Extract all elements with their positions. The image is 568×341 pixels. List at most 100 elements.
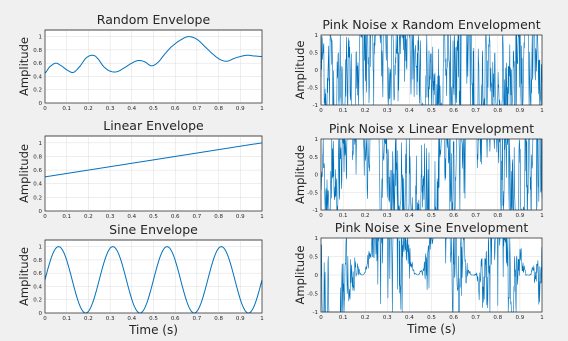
x-tick-label: 0.7 <box>471 213 480 219</box>
x-tick-label: 0.9 <box>516 315 525 321</box>
y-axis-label: Amplitude <box>293 145 307 204</box>
x-tick-label: 0.8 <box>214 106 223 112</box>
x-tick-label: 0.7 <box>193 106 202 112</box>
y-tick-label: 0.8 <box>33 154 42 160</box>
y-tick-label: 0.5 <box>309 255 318 261</box>
x-tick-label: 0.4 <box>127 214 136 220</box>
y-tick-label: 1 <box>315 33 319 39</box>
x-tick-label: 1 <box>540 213 544 219</box>
x-tick-label: 0.2 <box>361 315 370 321</box>
y-tick-label: 0.4 <box>33 74 42 80</box>
y-tick-label: -1 <box>313 208 318 214</box>
x-axis-label: Time (s) <box>128 323 178 337</box>
x-tick-label: 1 <box>260 316 264 322</box>
y-axis-label: Amplitude <box>17 144 31 203</box>
x-tick-label: 0.5 <box>149 316 158 322</box>
x-tick-label: 0.2 <box>84 106 93 112</box>
y-tick-label: 0 <box>315 68 319 74</box>
x-tick-label: 0.5 <box>427 108 436 114</box>
y-tick-label: 0.6 <box>33 61 42 67</box>
y-tick-label: 0.4 <box>33 182 42 188</box>
x-tick-label: 0.9 <box>236 316 245 322</box>
x-tick-label: 0.6 <box>171 214 180 220</box>
chart-title: Random Envelope <box>97 12 211 27</box>
x-tick-label: 0.2 <box>361 213 370 219</box>
x-tick-label: 0 <box>43 106 47 112</box>
y-tick-label: -0.5 <box>307 190 318 196</box>
x-tick-label: 0.3 <box>106 106 115 112</box>
x-tick-label: 0.1 <box>339 315 348 321</box>
x-tick-label: 0.2 <box>84 316 93 322</box>
y-axis-label: Amplitude <box>293 246 307 305</box>
x-tick-label: 1 <box>540 315 544 321</box>
x-tick-label: 0 <box>43 316 47 322</box>
plot-frame <box>44 239 263 314</box>
y-tick-label: 1 <box>39 35 43 41</box>
x-tick-label: 0.9 <box>236 214 245 220</box>
x-tick-label: 0.9 <box>516 108 525 114</box>
y-tick-label: 1 <box>315 137 319 143</box>
y-tick-label: 0 <box>39 101 43 107</box>
y-tick-label: 0 <box>39 209 43 215</box>
chart-title: Sine Envelope <box>109 222 198 237</box>
chart-random-envelope: 0 0.1 0.2 0.3 0.4 0.5 0.6 0.7 0.8 0.9 1 0 0.2 0.4 0.6 0… <box>17 12 264 112</box>
x-tick-label: 0.1 <box>62 106 71 112</box>
x-tick-label: 0 <box>319 315 323 321</box>
x-tick-label: 0.4 <box>127 106 136 112</box>
x-tick-label: 0.4 <box>405 108 414 114</box>
y-axis-label: Amplitude <box>293 41 307 100</box>
y-axis-label: Amplitude <box>17 247 31 306</box>
series-line <box>44 246 263 314</box>
x-tick-label: 0.7 <box>193 214 202 220</box>
series-line <box>44 36 263 74</box>
series-line <box>44 142 263 178</box>
x-tick-label: 0.5 <box>149 106 158 112</box>
x-tick-label: 0.7 <box>471 108 480 114</box>
x-tick-label: 0.2 <box>84 214 93 220</box>
x-tick-label: 0.8 <box>493 108 502 114</box>
y-tick-label: 0.8 <box>33 258 42 264</box>
x-tick-label: 0.1 <box>62 316 71 322</box>
x-tick-label: 0.7 <box>471 315 480 321</box>
x-tick-label: 0.8 <box>493 315 502 321</box>
x-tick-label: 0.3 <box>383 108 392 114</box>
x-tick-label: 0.6 <box>449 213 458 219</box>
x-tick-label: 0.7 <box>193 316 202 322</box>
plot-frame <box>320 237 543 313</box>
chart-pink-noise-x-sine-envelopment: 0 0.1 0.2 0.3 0.4 0.5 0.6 0.7 0.8 0.9 1 -1 -0.5 0 0.5 1… <box>293 220 544 336</box>
x-tick-label: 0.3 <box>383 213 392 219</box>
y-tick-label: 0.6 <box>33 168 42 174</box>
y-tick-label: 0 <box>39 311 43 317</box>
x-tick-label: 0.1 <box>62 214 71 220</box>
x-tick-label: 0.3 <box>106 316 115 322</box>
chart-title: Linear Envelope <box>103 118 204 133</box>
x-tick-label: 0.6 <box>449 108 458 114</box>
x-tick-label: 0.5 <box>427 315 436 321</box>
x-tick-label: 0.5 <box>149 214 158 220</box>
x-axis-label: Time (s) <box>406 322 456 336</box>
chart-linear-envelope: 0 0.1 0.2 0.3 0.4 0.5 0.6 0.7 0.8 0.9 1 0 0.2 0.4 0.6 0… <box>17 118 264 220</box>
y-tick-label: 0.6 <box>33 271 42 277</box>
y-tick-label: -0.5 <box>307 86 318 92</box>
x-tick-label: 0.9 <box>236 106 245 112</box>
x-tick-label: 0.4 <box>405 315 414 321</box>
chart-sine-envelope: 0 0.1 0.2 0.3 0.4 0.5 0.6 0.7 0.8 0.9 1 0 0.2 0.4 0.6 0… <box>17 222 264 337</box>
plot-frame <box>320 34 543 106</box>
plot-frame <box>44 29 263 104</box>
x-tick-label: 0.9 <box>516 213 525 219</box>
chart-title: Pink Noise x Sine Envelopment <box>335 220 529 235</box>
x-tick-label: 1 <box>260 106 264 112</box>
x-tick-label: 0 <box>319 108 323 114</box>
y-tick-label: -1 <box>313 103 318 109</box>
x-tick-label: 0.5 <box>427 213 436 219</box>
plot-frame <box>44 135 263 212</box>
y-tick-label: 1 <box>315 236 319 242</box>
x-tick-label: 0.1 <box>339 213 348 219</box>
y-tick-label: 0.4 <box>33 284 42 290</box>
x-tick-label: 0.1 <box>339 108 348 114</box>
x-tick-label: 0.6 <box>171 106 180 112</box>
x-tick-label: 0.8 <box>214 316 223 322</box>
y-tick-label: 0 <box>315 173 319 179</box>
y-axis-label: Amplitude <box>17 37 31 96</box>
